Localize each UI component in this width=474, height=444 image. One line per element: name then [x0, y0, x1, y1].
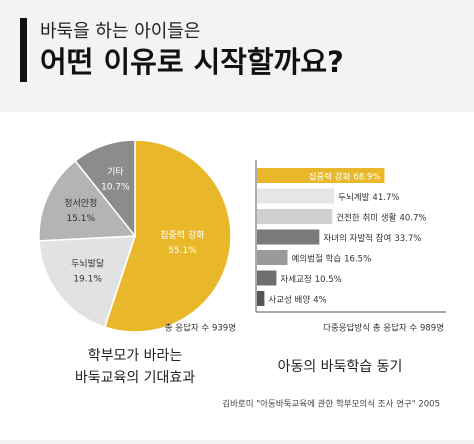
bar-label: 자세교정 10.5%: [280, 274, 341, 285]
pie-slice: [103, 139, 232, 333]
bar-category: 건전한 취미 생활: [336, 212, 396, 223]
slice-value: 19.1%: [73, 275, 102, 285]
bar-category: 자세교정: [280, 274, 311, 285]
bar-value: 33.7%: [394, 234, 421, 244]
slice-value: 15.1%: [66, 214, 95, 224]
bar: [257, 291, 265, 306]
chart-caption: 바둑교육의 기대효과: [75, 370, 195, 386]
chart-note: 총 응답자 수 939명: [165, 323, 236, 334]
bar-category: 집중력 강화: [309, 171, 351, 182]
bar-value: 16.5%: [344, 254, 371, 264]
bar: [257, 209, 333, 224]
bar-label: 건전한 취미 생활 40.7%: [336, 212, 426, 223]
bar-label: 자녀의 자발적 참여 33.7%: [323, 233, 421, 244]
bar-label: 예의범절 학습 16.5%: [292, 253, 372, 264]
bar-value: 68.9%: [353, 172, 380, 182]
pie-slice: [38, 235, 137, 329]
bar: [257, 168, 385, 183]
bar-category: 자녀의 자발적 참여: [323, 233, 391, 244]
bar-value: 10.5%: [315, 275, 342, 285]
slice-label: 두뇌발달: [71, 258, 104, 270]
pie-slice: [38, 159, 137, 242]
slice-value: 10.7%: [101, 182, 130, 192]
slice-label: 집중력 강화: [160, 229, 204, 241]
bar-category: 두뇌계발: [338, 192, 369, 203]
slice-value: 55.1%: [168, 246, 197, 256]
bar-label: 두뇌계발 41.7%: [338, 192, 399, 203]
bar: [257, 188, 335, 204]
slice-label: 기타: [107, 166, 124, 177]
slice-label: 정서안정: [64, 198, 97, 209]
bar-value: 4%: [313, 295, 327, 305]
bar-label: 사교성 배양 4%: [268, 294, 326, 305]
chart-note: 다중응답방식 총 응답자 수 989명: [323, 323, 444, 334]
source: 김바로미 "아동바둑교육에 관한 학부모의식 조사 연구" 2005: [222, 399, 440, 410]
bar-value: 41.7%: [372, 193, 399, 203]
bar: [257, 270, 277, 286]
bar-category: 사교성 배양: [268, 294, 310, 305]
chart-caption: 아동의 바둑학습 동기: [278, 359, 403, 375]
pie-slice: [74, 139, 136, 239]
bar-value: 40.7%: [399, 213, 426, 223]
title: 어떤 이유로 시작할까요?: [40, 45, 344, 79]
bar: [257, 229, 320, 245]
bar-category: 예의범절 학습: [292, 253, 342, 264]
subtitle: 바둑을 하는 아이들은: [40, 21, 200, 42]
bar: [257, 250, 288, 265]
accent-bar: [20, 18, 27, 82]
chart-caption: 학부모가 바라는: [88, 348, 183, 364]
bar-label: 집중력 강화 68.9%: [309, 171, 381, 182]
